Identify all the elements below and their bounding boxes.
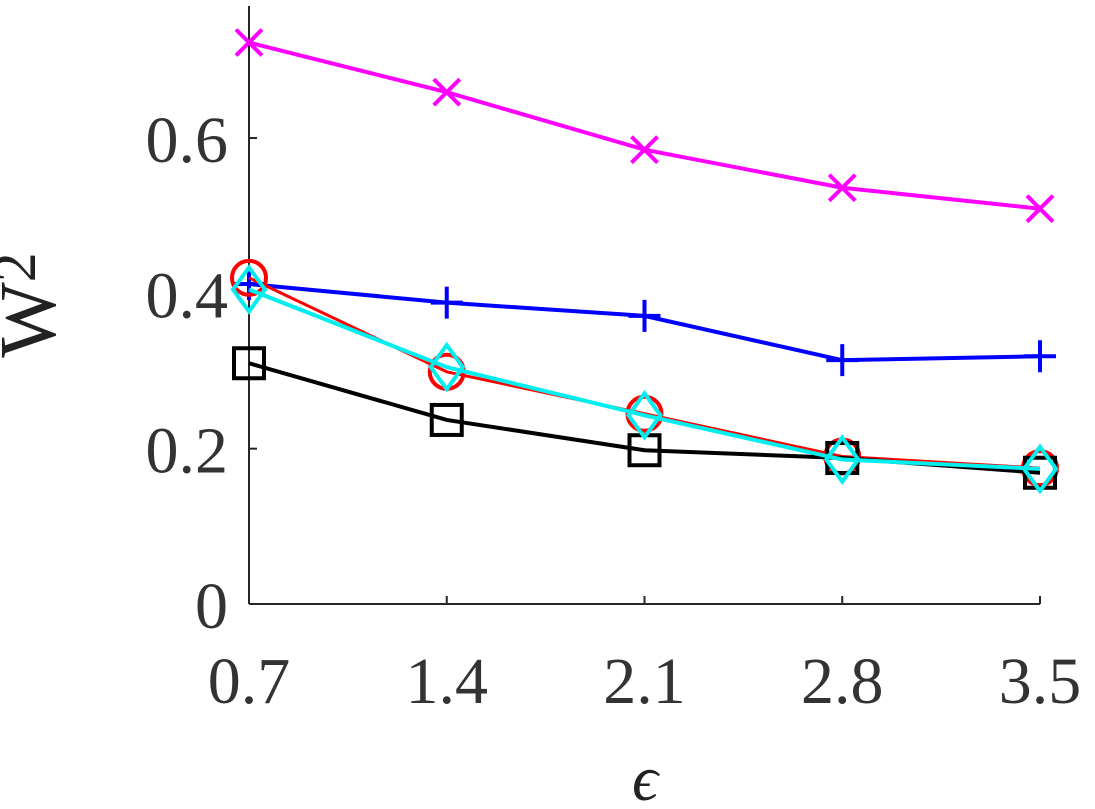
data-point: [1021, 443, 1059, 495]
series-3: [232, 346, 1057, 490]
data-point: [826, 344, 859, 377]
ticks: 0.7 1.4 2.1 2.8 3.5 0 0.2 0.4 0.6: [146, 104, 1082, 718]
data-point: [823, 434, 861, 485]
data-point: [827, 173, 857, 203]
series-line: [248, 361, 1041, 475]
y-axis-label: W2: [0, 252, 73, 358]
series-4: [230, 264, 1059, 495]
x-tick-label: 2.1: [603, 645, 686, 718]
y-tick-label: 0: [195, 570, 228, 643]
series-line: [248, 287, 1041, 471]
data-point: [230, 258, 268, 297]
data-point: [428, 341, 466, 393]
data-point: [234, 28, 264, 57]
svg-text:W2: W2: [0, 252, 73, 358]
series-1: [233, 268, 1056, 377]
y-axis-label-subscript: 2: [0, 252, 48, 282]
data-point: [626, 389, 663, 441]
data-point: [1025, 194, 1055, 224]
data-point: [430, 286, 463, 319]
data-point: [230, 264, 268, 315]
y-tick-label: 0.2: [146, 415, 229, 488]
x-tick-label: 1.4: [406, 645, 489, 718]
data-point: [630, 135, 659, 165]
y-tick-label: 0.6: [146, 104, 229, 177]
data-point: [628, 299, 661, 332]
x-axis-label: ϵ: [632, 743, 660, 809]
data-point: [1024, 340, 1056, 373]
data-point: [232, 346, 266, 381]
y-axis-label-main: W: [0, 282, 73, 358]
data-point: [432, 77, 462, 107]
series-layer: [230, 28, 1059, 495]
x-tick-label: 3.5: [999, 645, 1082, 718]
series-line: [248, 40, 1041, 211]
data-point: [429, 402, 464, 437]
x-tick-label: 2.8: [801, 645, 884, 718]
series-0: [234, 28, 1055, 224]
x-tick-label: 0.7: [208, 645, 291, 718]
y-tick-label: 0.4: [146, 259, 229, 332]
